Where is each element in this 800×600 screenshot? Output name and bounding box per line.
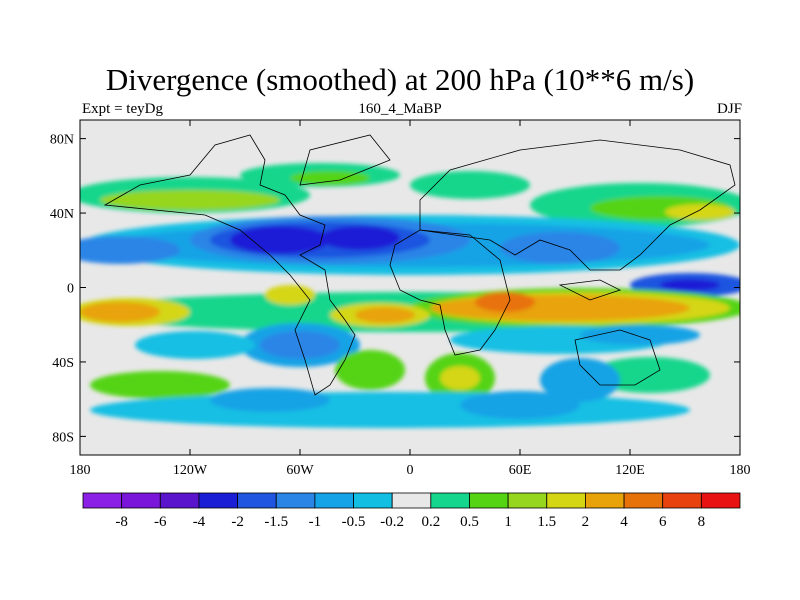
- case-label: 160_4_MaBP: [358, 101, 442, 117]
- x-tick-label: 180: [70, 463, 91, 478]
- y-tick-label: 80S: [52, 430, 74, 445]
- colorbar-swatch: [623, 492, 664, 509]
- colorbar-swatch: [546, 492, 586, 509]
- colorbar-label: 6: [659, 514, 667, 530]
- colorbar-label: 8: [698, 514, 706, 530]
- colorbar-label: -6: [154, 514, 167, 530]
- colorbar-swatch: [469, 492, 509, 509]
- colorbar-swatch: [700, 492, 741, 509]
- x-tick-label: 0: [407, 463, 414, 478]
- colorbar-label: -0.2: [380, 514, 404, 530]
- colorbar-label: -8: [115, 514, 128, 530]
- colorbar-label: 1.5: [537, 514, 556, 530]
- colorbar-swatch: [430, 492, 470, 509]
- colorbar-swatch: [275, 492, 316, 509]
- x-tick-label: 120W: [173, 463, 208, 478]
- colorbar-label: 2: [582, 514, 590, 530]
- y-axis-ticks: 80N 40N 0 40S 80S: [50, 133, 740, 445]
- colorbar-swatch: [198, 492, 238, 509]
- colorbar-swatch: [662, 492, 702, 509]
- colorbar-swatch: [353, 492, 393, 509]
- experiment-label: Expt = teyDg: [82, 101, 163, 117]
- colorbar-label: -0.5: [342, 514, 366, 530]
- colorbar-label: 4: [620, 514, 628, 530]
- x-tick-label: 60W: [286, 463, 314, 478]
- colorbar-label: 0.2: [421, 514, 440, 530]
- plot-title: Divergence (smoothed) at 200 hPa (10**6 …: [105, 62, 695, 97]
- colorbar-label: -1.5: [264, 514, 288, 530]
- x-tick-label: 120E: [615, 463, 645, 478]
- season-label: DJF: [716, 101, 742, 117]
- colorbar: -8 -6 -4 -2 -1.5 -1 -0.5 -0.2 0.2 0.5 1 1.5 2 4 6 8: [82, 492, 741, 530]
- colorbar-label: -4: [193, 514, 206, 530]
- coastlines: [103, 134, 736, 396]
- x-axis-ticks: 180 120W 60W 0 60E 120E 180: [70, 120, 751, 478]
- colorbar-label: -1: [309, 514, 322, 530]
- y-tick-label: 0: [67, 282, 74, 297]
- colorbar-swatch: [82, 492, 123, 509]
- colorbar-label: -2: [231, 514, 244, 530]
- colorbar-label: 1: [504, 514, 512, 530]
- colorbar-swatch: [237, 492, 277, 509]
- colorbar-swatch: [585, 492, 625, 509]
- x-tick-label: 60E: [509, 463, 532, 478]
- colorbar-swatch: [507, 492, 548, 509]
- x-tick-label: 180: [730, 463, 751, 478]
- colorbar-swatch: [121, 492, 161, 509]
- colorbar-swatch: [159, 492, 200, 509]
- y-tick-label: 40S: [52, 356, 74, 371]
- colorbar-swatch: [391, 492, 432, 509]
- contour-field: [80, 120, 740, 455]
- y-tick-label: 40N: [50, 207, 74, 222]
- colorbar-swatch: [314, 492, 354, 509]
- y-tick-label: 80N: [50, 133, 74, 148]
- colorbar-label: 0.5: [460, 514, 479, 530]
